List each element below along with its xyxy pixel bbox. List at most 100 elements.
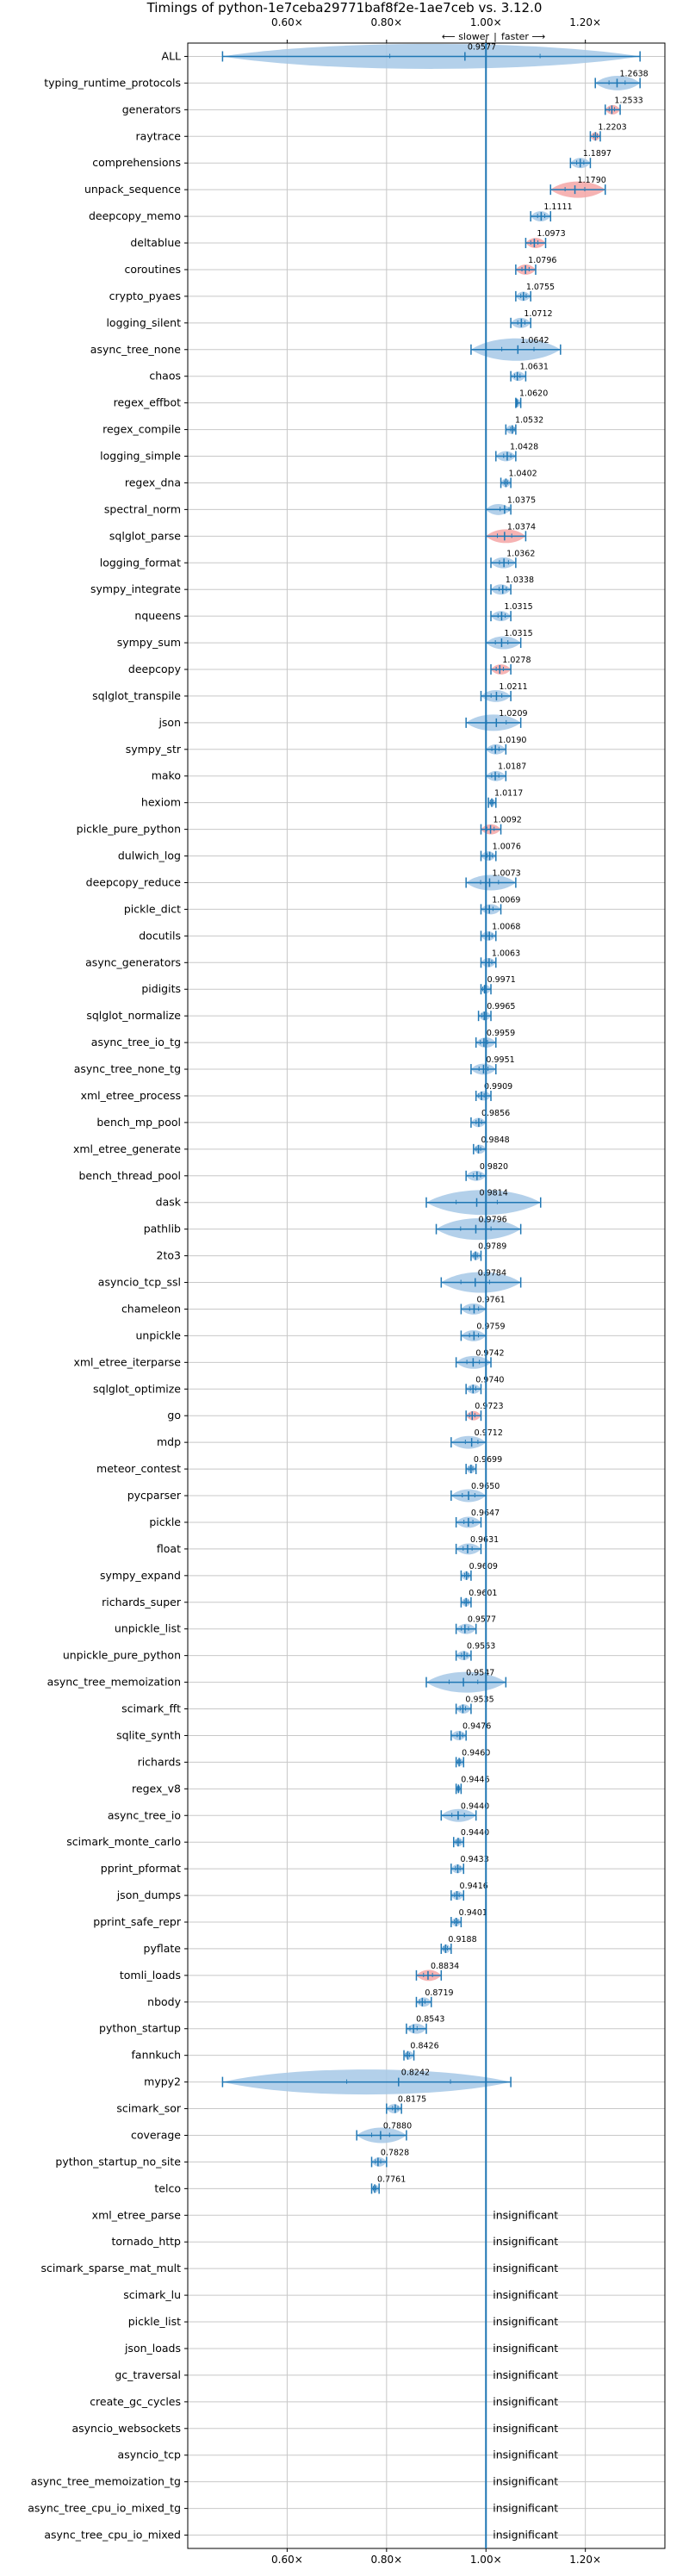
benchmark-row: go 0.9723 [167,1402,665,1422]
value-label: 0.9433 [461,1855,489,1864]
benchmark-label: deepcopy [128,663,182,675]
x-tick-label-bottom: 1.00× [470,2554,502,2566]
value-label: 0.9856 [481,1109,510,1118]
benchmark-label: deltablue [130,236,181,249]
benchmark-label: regex_dna [125,476,181,488]
value-label: 1.0631 [520,363,549,372]
x-tick-label-bottom: 1.20× [569,2554,601,2566]
benchmark-row: async_generators 1.0063 [85,949,665,968]
benchmark-label: float [157,1542,181,1555]
value-label: 0.8543 [416,2015,444,2025]
benchmark-row: deltablue 1.0973 [130,229,665,249]
benchmark-row: json_loads insignificant [124,2342,665,2355]
value-label: 1.0076 [493,843,521,852]
benchmark-row: float 0.9631 [157,1535,665,1555]
value-label: 1.0209 [499,709,527,719]
direction-separator: | [493,31,497,42]
value-label: 0.9609 [469,1562,498,1571]
value-label: 0.9440 [461,1828,489,1838]
benchmark-row: asyncio_tcp_ssl 0.9784 [98,1269,665,1293]
benchmark-label: pathlib [144,1223,181,1235]
value-label: 1.0117 [494,789,523,799]
benchmark-label: regex_v8 [132,1782,181,1795]
benchmark-label: async_tree_cpu_io_mixed [44,2529,181,2542]
benchmark-row: asyncio_tcp insignificant [118,2448,665,2461]
benchmark-row: sqlite_synth 0.9476 [116,1721,665,1741]
value-label: 1.0069 [492,895,520,905]
benchmark-label: dask [156,1196,182,1209]
insignificant-label: insignificant [493,2395,558,2408]
benchmark-label: go [167,1409,181,1422]
benchmark-row: sympy_sum 1.0315 [117,629,665,650]
benchmark-label: async_tree_io_tg [91,1036,181,1048]
value-label: 0.7880 [383,2121,412,2131]
benchmark-label: coverage [131,2128,181,2141]
benchmark-row: asyncio_websockets insignificant [71,2422,665,2435]
benchmark-row: pickle_dict 1.0069 [124,895,665,915]
insignificant-label: insignificant [493,2475,558,2488]
insignificant-label: insignificant [493,2208,558,2221]
benchmark-row: json 1.0209 [158,709,665,731]
benchmark-label: sqlglot_normalize [86,1009,181,1022]
value-label: 0.9547 [466,1669,494,1678]
benchmark-row: scimark_sparse_mat_mult insignificant [41,2262,665,2274]
benchmark-row: typing_runtime_protocols 1.2638 [44,69,665,90]
benchmark-row: richards_super 0.9601 [102,1589,665,1608]
value-label: 0.9416 [460,1882,488,1891]
value-label: 1.1897 [583,149,611,159]
insignificant-label: insignificant [493,2315,558,2328]
benchmark-label: logging_silent [106,316,181,329]
benchmark-label: spectral_norm [104,502,181,515]
value-label: 0.9742 [475,1348,504,1358]
value-label: 0.9631 [470,1535,499,1545]
benchmark-row: unpickle_list 0.9577 [115,1615,665,1635]
value-label: 0.7828 [381,2148,409,2157]
benchmark-label: create_gc_cycles [90,2395,181,2408]
benchmark-label: async_generators [85,955,181,968]
benchmark-label: scimark_lu [123,2288,181,2301]
value-label: 0.9784 [478,1269,506,1279]
value-label: 0.9796 [478,1216,506,1225]
benchmark-label: pickle [149,1515,181,1528]
benchmark-label: async_tree_cpu_io_mixed_tg [28,2502,181,2515]
benchmark-label: chameleon [121,1302,181,1315]
benchmark-label: pidigits [141,982,181,995]
benchmark-label: tornado_http [111,2235,181,2248]
insignificant-label: insignificant [493,2448,558,2461]
benchmark-row: async_tree_memoization_tg insignificant [31,2475,665,2488]
value-label: 1.1790 [578,176,606,185]
benchmark-row: dask 0.9814 [156,1189,665,1216]
x-tick-label-top: 1.20× [569,16,601,28]
value-label: 1.0428 [510,443,538,452]
value-label: 0.9577 [468,1615,496,1625]
benchmark-label: pycparser [127,1489,182,1502]
benchmark-label: nqueens [134,609,181,622]
benchmark-label: xml_etree_process [81,1089,181,1102]
benchmark-row: unpack_sequence 1.1790 [84,176,665,198]
value-label: 1.0092 [493,816,522,825]
benchmark-label: nbody [147,1995,181,2008]
benchmark-label: regex_effbot [114,396,181,409]
value-label: 0.9535 [465,1696,493,1705]
insignificant-label: insignificant [493,2502,558,2515]
value-label: 1.0315 [504,602,532,612]
value-label: 1.0620 [519,389,548,399]
benchmark-row: json_dumps 0.9416 [116,1882,665,1901]
benchmark-row: tomli_loads 0.8834 [120,1962,665,1982]
benchmark-label: pyflate [144,1942,182,1955]
benchmark-row: tornado_http insignificant [111,2235,665,2248]
benchmark-label: deepcopy_reduce [86,875,182,888]
benchmark-row: xml_etree_iterparse 0.9742 [73,1348,665,1369]
x-tick-label-top: 1.00× [470,16,502,28]
benchmark-label: bench_thread_pool [78,1169,181,1182]
value-label: 1.2203 [598,122,626,132]
value-label: 0.8426 [410,2042,438,2051]
value-label: 0.9476 [462,1721,491,1731]
benchmark-row: async_tree_none 1.0642 [90,336,665,361]
benchmark-label: richards_super [102,1596,182,1608]
benchmark-row: sqlglot_optimize 0.9740 [93,1375,665,1395]
chart-title: Timings of python-1e7ceba29771baf8f2e-1a… [146,0,543,16]
benchmark-row: python_startup 0.8543 [99,2015,665,2035]
value-label: 0.9712 [475,1428,503,1438]
slower-label: ⟵ slower [442,31,490,42]
